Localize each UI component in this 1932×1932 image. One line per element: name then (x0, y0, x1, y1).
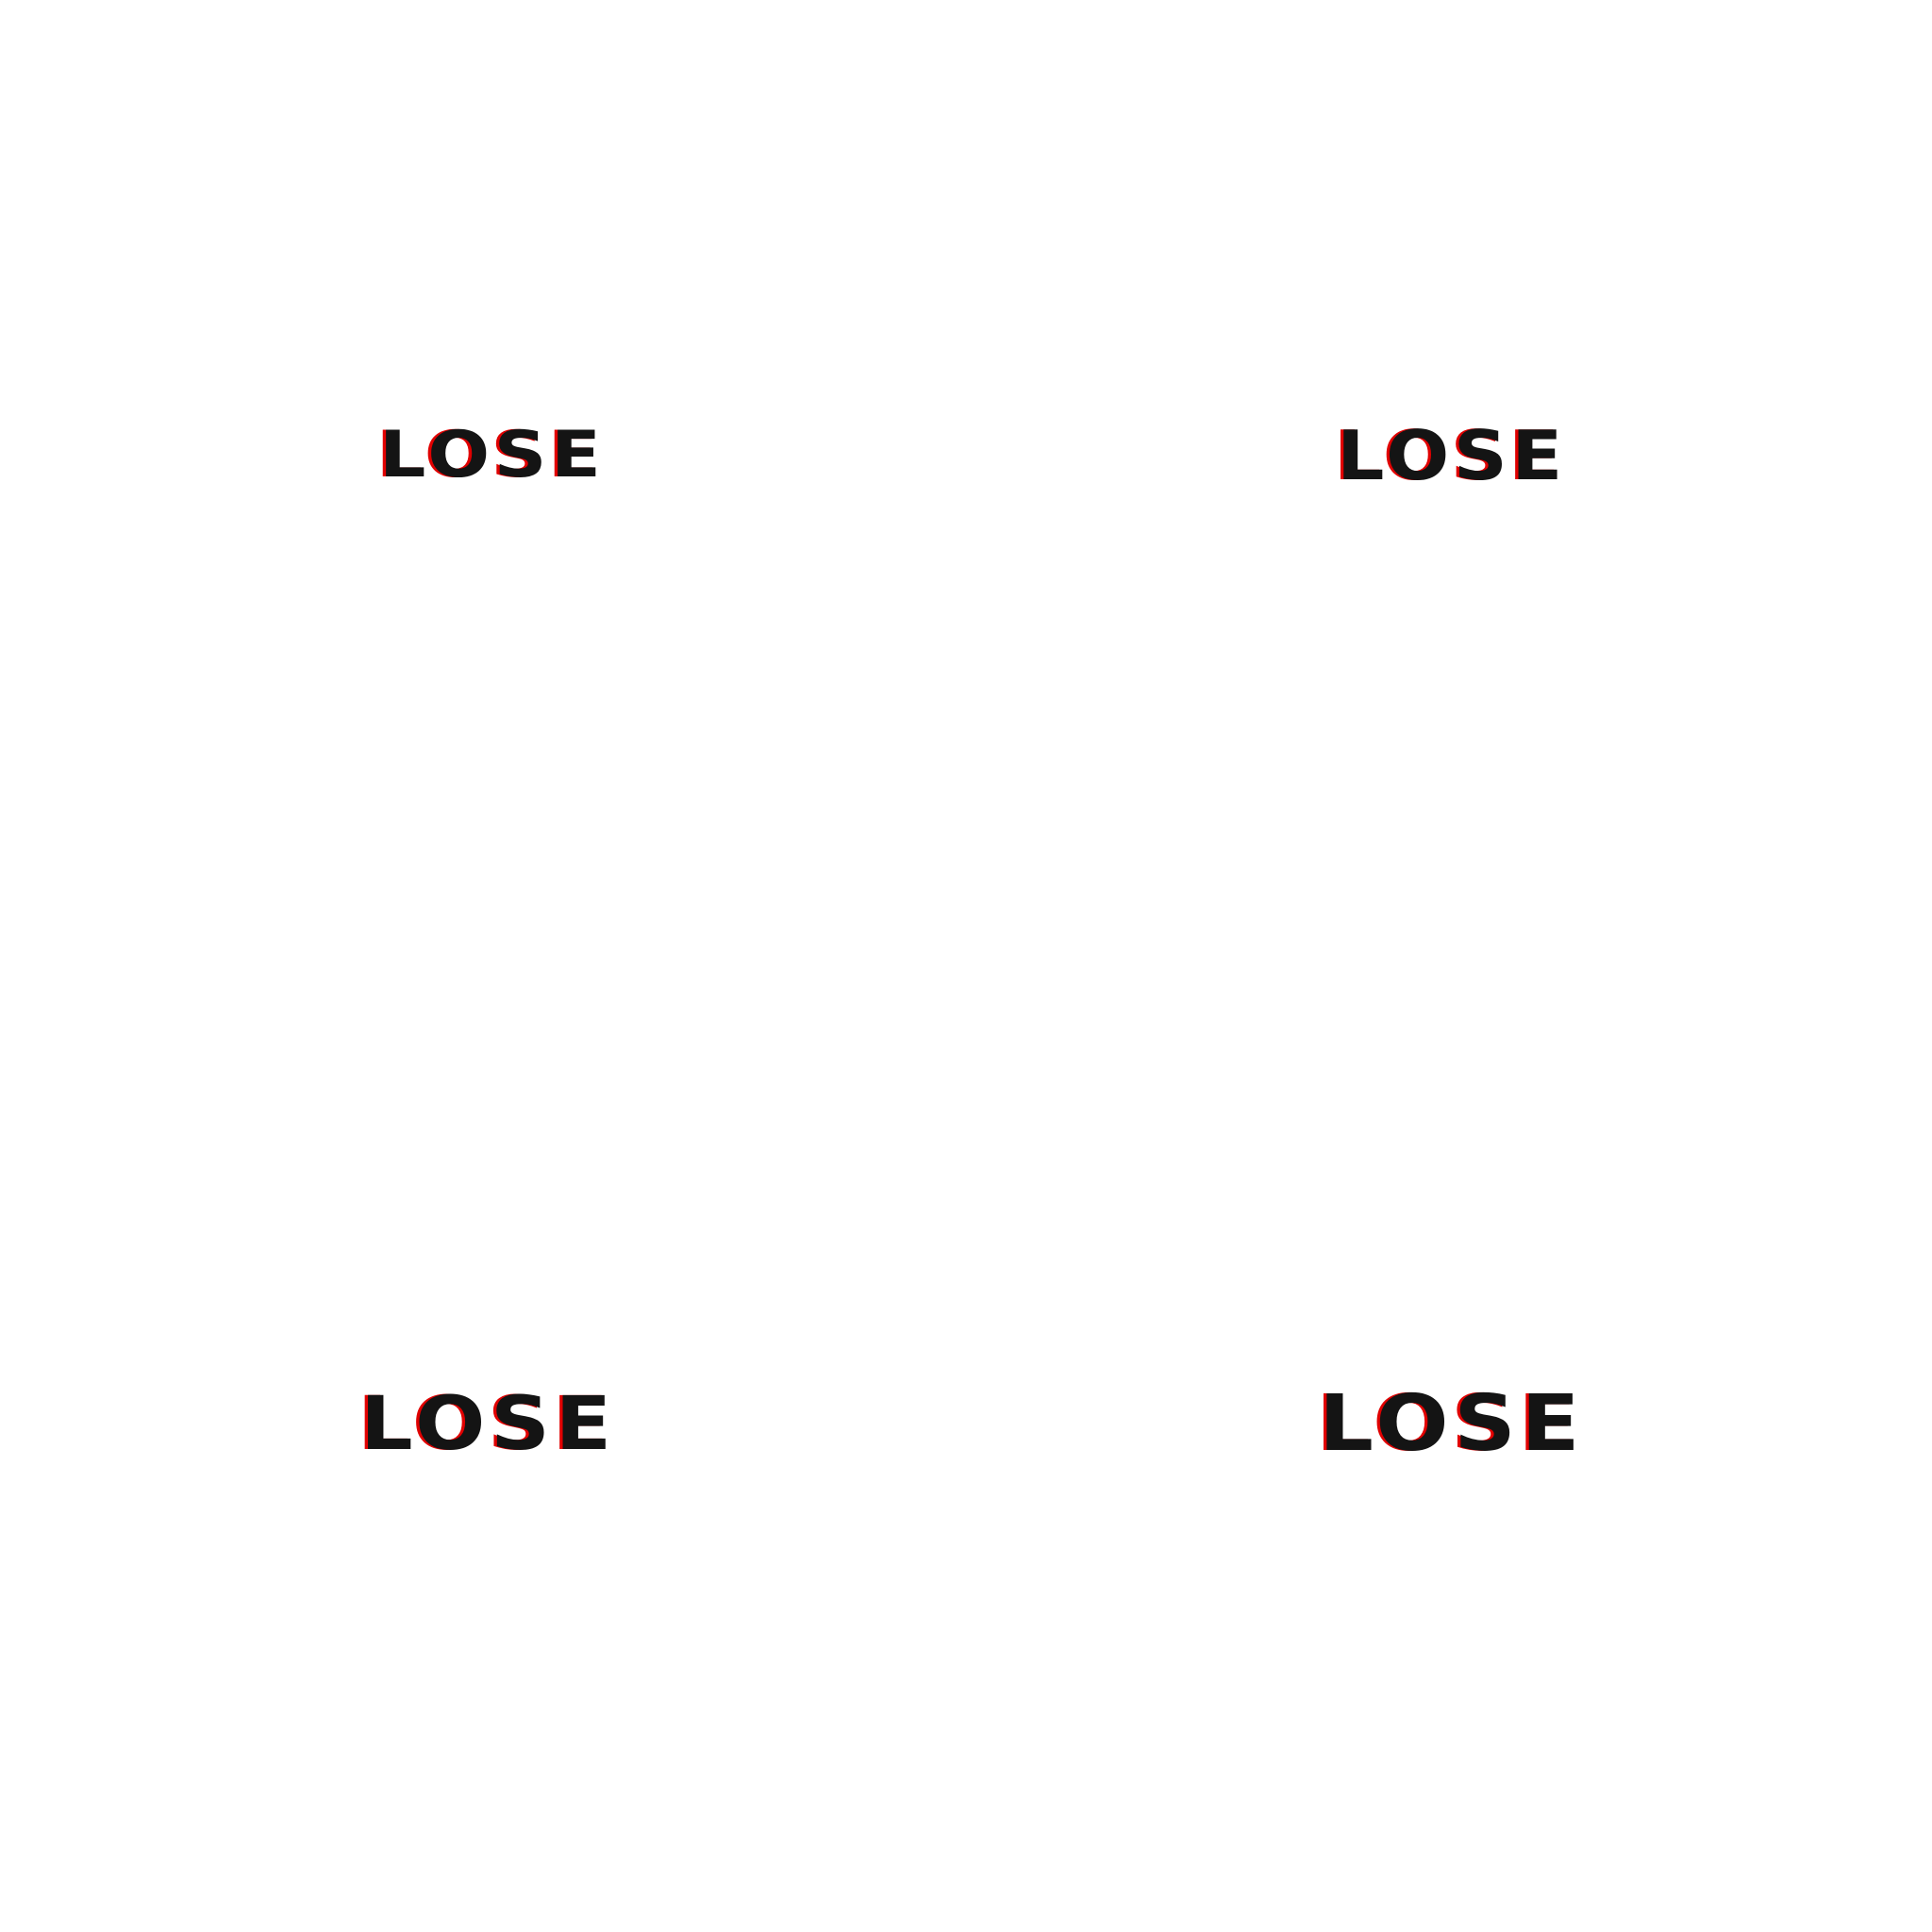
lose-text-top-right: LOSE (1337, 416, 1567, 495)
lose-text-top-left: LOSE (379, 418, 606, 492)
lose-text-bottom-right: LOSE (1319, 1379, 1586, 1469)
lose-text-bottom-left: LOSE (360, 1382, 617, 1467)
